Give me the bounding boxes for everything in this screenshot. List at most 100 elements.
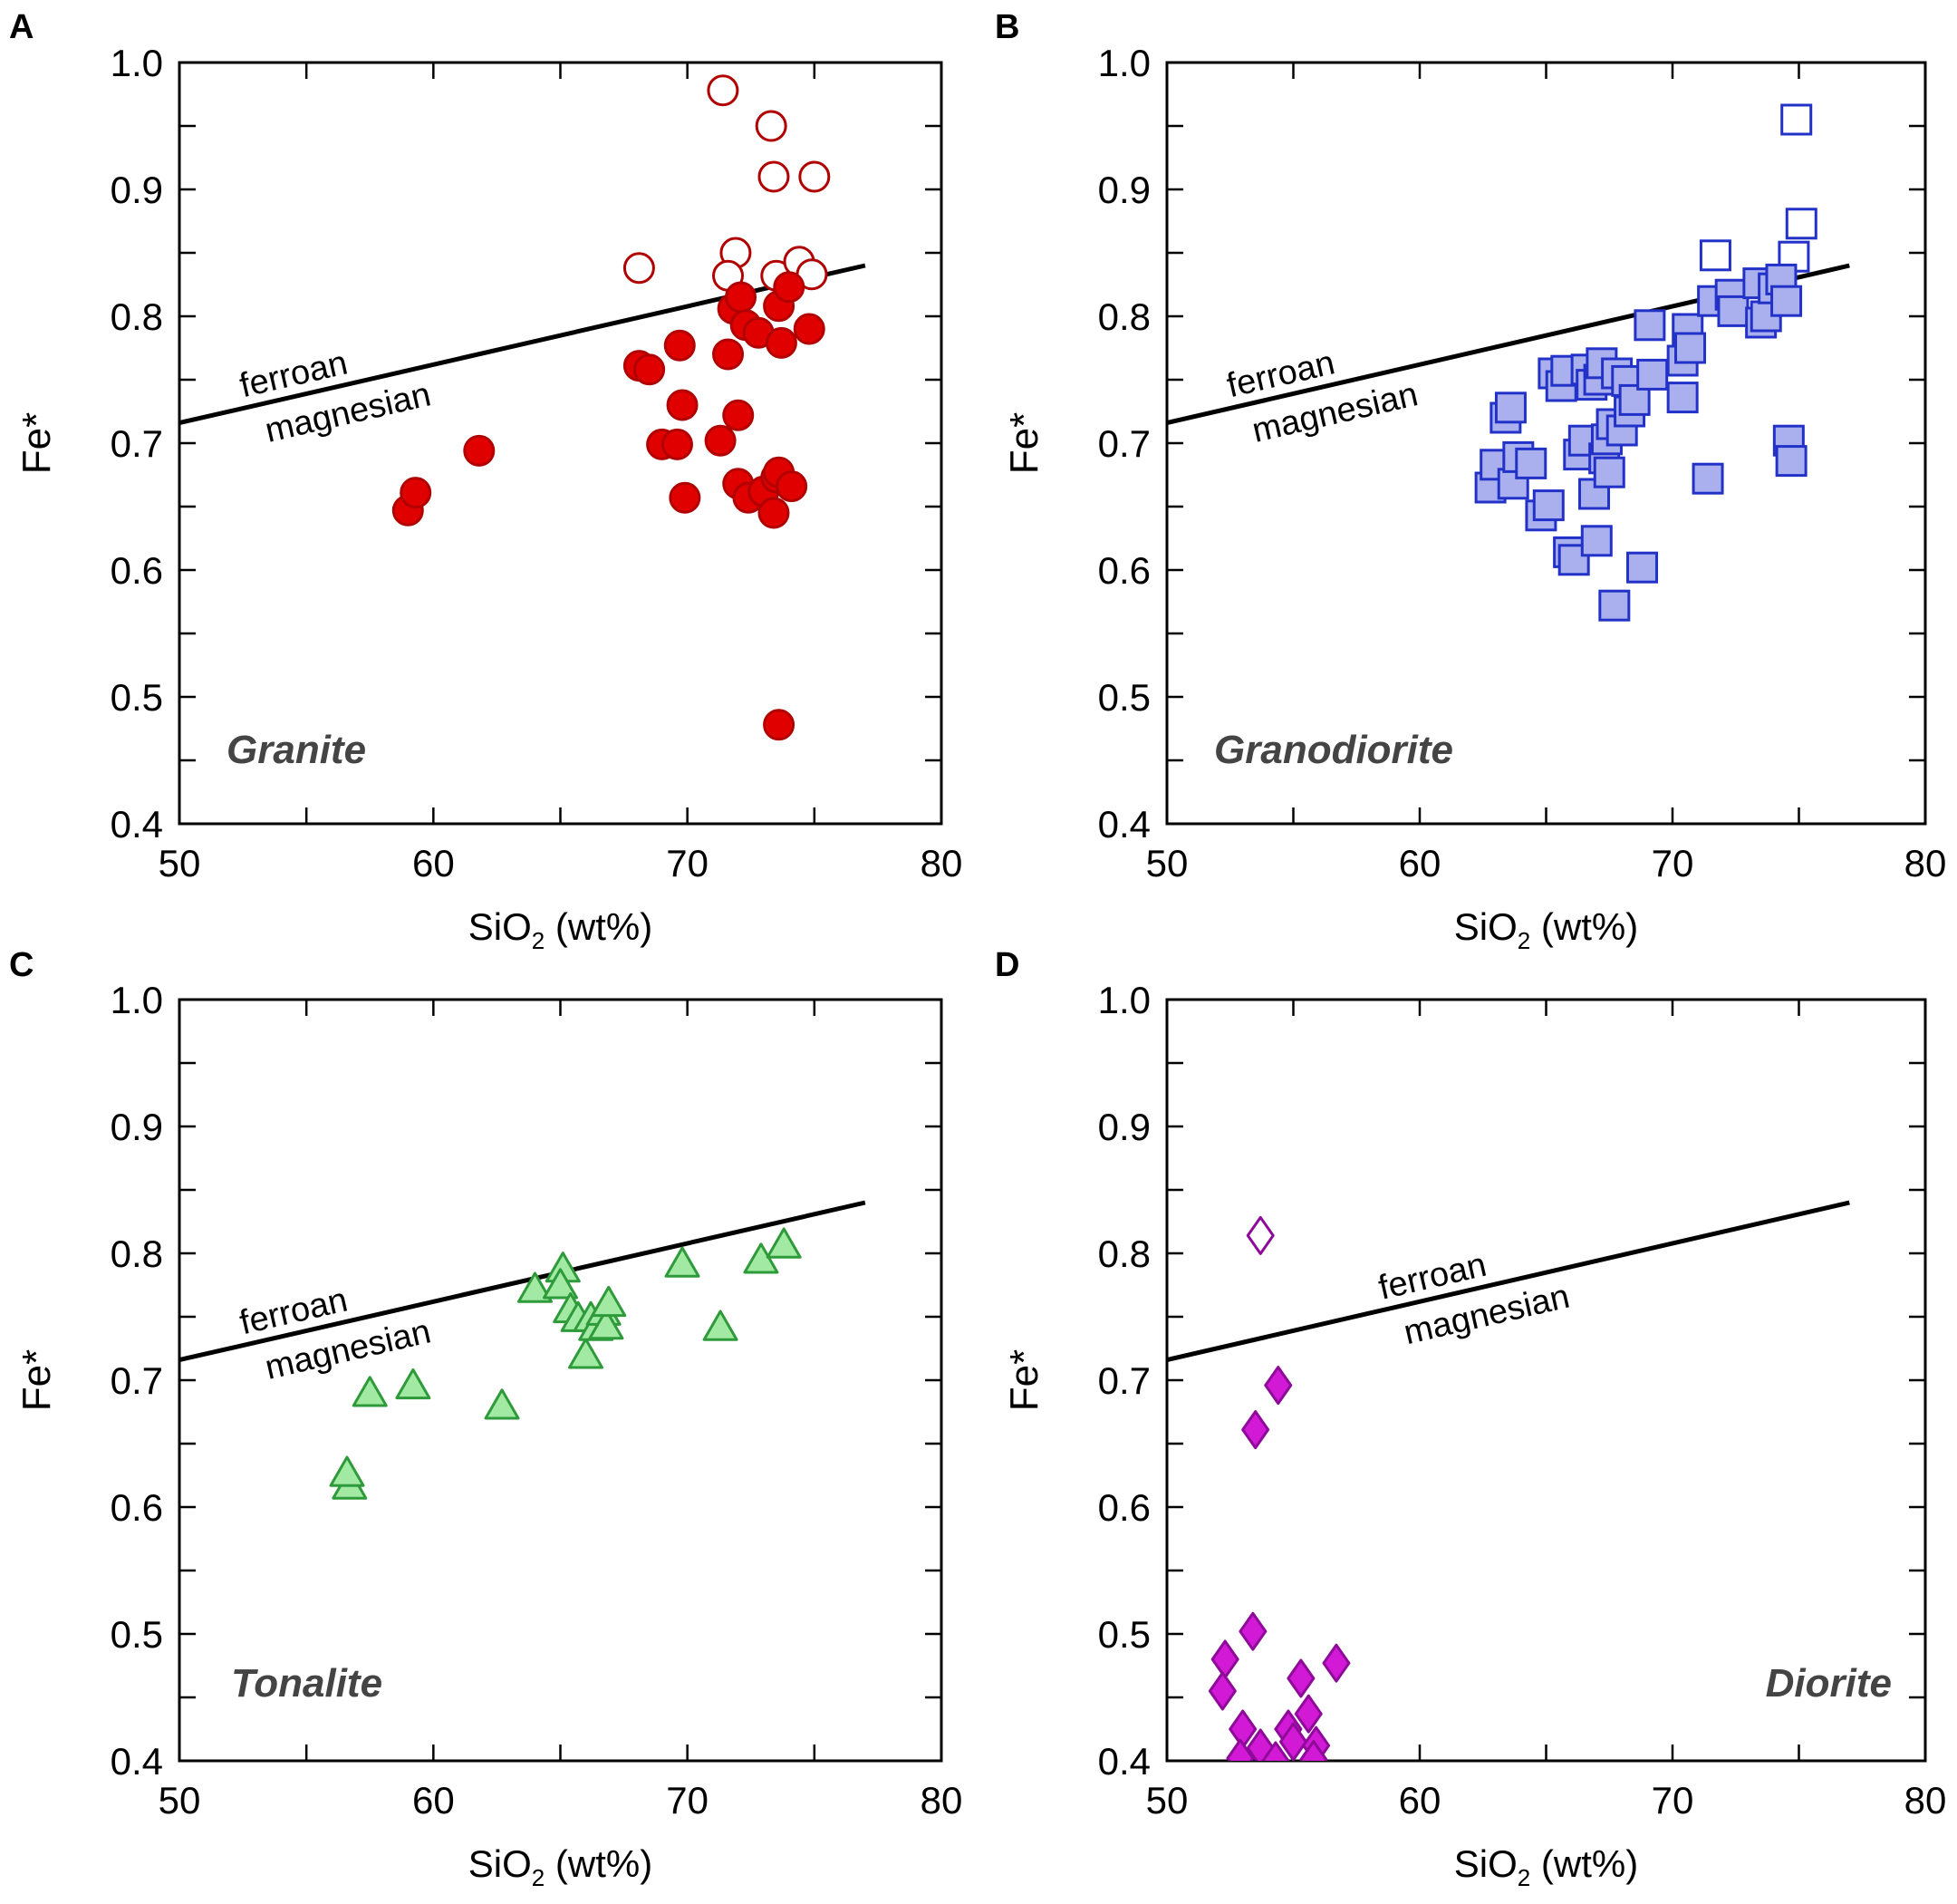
data-point-circle <box>463 434 496 467</box>
data-point-diamond <box>1208 1671 1237 1711</box>
data-point-diamond <box>1246 1215 1275 1255</box>
x-tick-label: 70 <box>1652 842 1694 884</box>
data-point-circle <box>765 326 797 359</box>
x-tick-label: 70 <box>1652 1779 1694 1822</box>
data-point-diamond <box>1241 1410 1270 1450</box>
y-tick-label: 0.9 <box>111 1106 163 1148</box>
data-point-square <box>1598 589 1631 622</box>
data-point-diamond <box>1261 1741 1290 1761</box>
x-axis-label-unit: (wt%) <box>545 1842 652 1885</box>
x-axis-label-main: SiO <box>1454 1842 1518 1885</box>
data-point-circle <box>633 353 666 386</box>
data-point-circle <box>712 338 745 371</box>
data-point-circle <box>798 160 831 193</box>
data-point-circle <box>666 389 699 421</box>
data-point-square <box>1626 551 1659 584</box>
panel-a: A 50 60 70 80 0.4 0.5 0.6 0.7 0.8 0.9 1.0 SiO2 (wt%)… <box>9 8 962 954</box>
data-point-square <box>1580 525 1613 557</box>
x-axis-label: SiO2 (wt%) <box>468 905 652 954</box>
data-point-circle <box>722 399 755 431</box>
data-point-square <box>1494 391 1527 424</box>
data-point-diamond <box>1210 1639 1239 1679</box>
y-tick-label: 1.0 <box>1098 979 1151 1021</box>
data-point-diamond <box>1279 1722 1307 1761</box>
x-tick-label: 80 <box>921 842 963 884</box>
x-tick-label: 80 <box>921 1779 963 1822</box>
data-point-triangle <box>352 1376 388 1407</box>
x-axis-label-main: SiO <box>468 1842 532 1885</box>
data-point-diamond <box>1299 1740 1328 1761</box>
y-axis-label: Fe* <box>1002 1349 1046 1411</box>
data-point-square <box>1780 103 1813 136</box>
data-point-circle <box>757 160 790 193</box>
data-point-square <box>1692 462 1724 495</box>
rock-type-label: Diorite <box>1766 1661 1892 1706</box>
y-tick-label: 1.0 <box>111 42 163 84</box>
y-tick-label: 0.7 <box>1098 422 1151 465</box>
data-point-circle <box>663 329 696 362</box>
data-point-diamond <box>1294 1694 1323 1734</box>
x-tick-label: 60 <box>412 842 455 884</box>
y-tick-label: 0.7 <box>111 422 163 465</box>
x-tick-label: 80 <box>1904 1779 1947 1822</box>
x-axis-label-main: SiO <box>468 905 532 948</box>
y-tick-label: 0.5 <box>111 1613 163 1656</box>
data-point-triangle <box>591 1285 627 1318</box>
y-axis-label: Fe* <box>1002 412 1046 474</box>
x-axis-label-unit: (wt%) <box>1530 905 1638 948</box>
y-axis-label: Fe* <box>14 412 59 474</box>
panel-letter: D <box>995 946 1019 984</box>
x-axis-label: SiO2 (wt%) <box>1454 905 1638 954</box>
y-tick-label: 1.0 <box>111 979 163 1021</box>
data-point-triangle <box>588 1309 624 1340</box>
y-tick-label: 0.4 <box>1098 803 1151 846</box>
data-point-square <box>1666 382 1699 414</box>
data-point-circle <box>704 424 737 457</box>
data-point-diamond <box>1322 1643 1351 1683</box>
data-point-square <box>1717 295 1750 327</box>
ferroan-magnesian-boundary-line <box>178 1200 866 1363</box>
x-axis-label-subscript: 2 <box>532 1864 545 1891</box>
y-tick-label: 0.8 <box>1098 1232 1151 1275</box>
x-axis-label: SiO2 (wt%) <box>468 1842 652 1891</box>
x-axis-label-unit: (wt%) <box>1530 1842 1638 1885</box>
data-point-square <box>1785 208 1817 240</box>
data-point-circle <box>776 470 808 503</box>
y-tick-label: 0.4 <box>111 803 163 846</box>
y-tick-label: 0.5 <box>1098 1613 1151 1656</box>
data-point-square <box>1699 239 1731 272</box>
y-tick-label: 0.6 <box>1098 549 1151 592</box>
x-tick-label: 70 <box>666 1779 709 1822</box>
data-point-triangle <box>329 1455 365 1487</box>
y-tick-label: 0.4 <box>111 1740 163 1783</box>
y-tick-label: 0.7 <box>111 1359 163 1402</box>
y-tick-label: 0.6 <box>111 549 163 592</box>
x-tick-label: 50 <box>159 842 201 884</box>
data-point-circle <box>793 313 825 345</box>
y-tick-label: 0.8 <box>111 295 163 338</box>
x-axis-label-main: SiO <box>1454 905 1518 948</box>
x-axis-label-subscript: 2 <box>1518 1864 1530 1891</box>
data-point-triangle <box>766 1227 802 1259</box>
y-axis-label: Fe* <box>14 1349 59 1411</box>
data-point-circle <box>622 252 655 285</box>
data-point-circle <box>755 110 787 142</box>
panel-letter: A <box>9 8 34 46</box>
y-tick-label: 0.9 <box>1098 1106 1151 1148</box>
data-point-triangle <box>543 1268 578 1300</box>
x-tick-label: 70 <box>666 842 709 884</box>
data-point-triangle <box>516 1271 553 1303</box>
y-tick-label: 0.8 <box>111 1232 163 1275</box>
y-tick-label: 0.9 <box>111 169 163 211</box>
data-point-triangle <box>568 1338 604 1369</box>
y-tick-label: 0.5 <box>1098 676 1151 719</box>
y-tick-label: 0.6 <box>111 1486 163 1529</box>
data-point-circle <box>773 271 805 304</box>
x-tick-label: 80 <box>1904 842 1947 884</box>
data-point-circle <box>707 74 739 107</box>
rock-type-label: Granodiorite <box>1214 728 1453 772</box>
y-tick-label: 0.7 <box>1098 1359 1151 1402</box>
panel-d: D 50 60 70 80 0.4 0.5 0.6 0.7 0.8 0.9 1.0 SiO2 (wt%)… <box>995 946 1946 1891</box>
data-points <box>329 1227 802 1500</box>
x-tick-label: 60 <box>412 1779 455 1822</box>
